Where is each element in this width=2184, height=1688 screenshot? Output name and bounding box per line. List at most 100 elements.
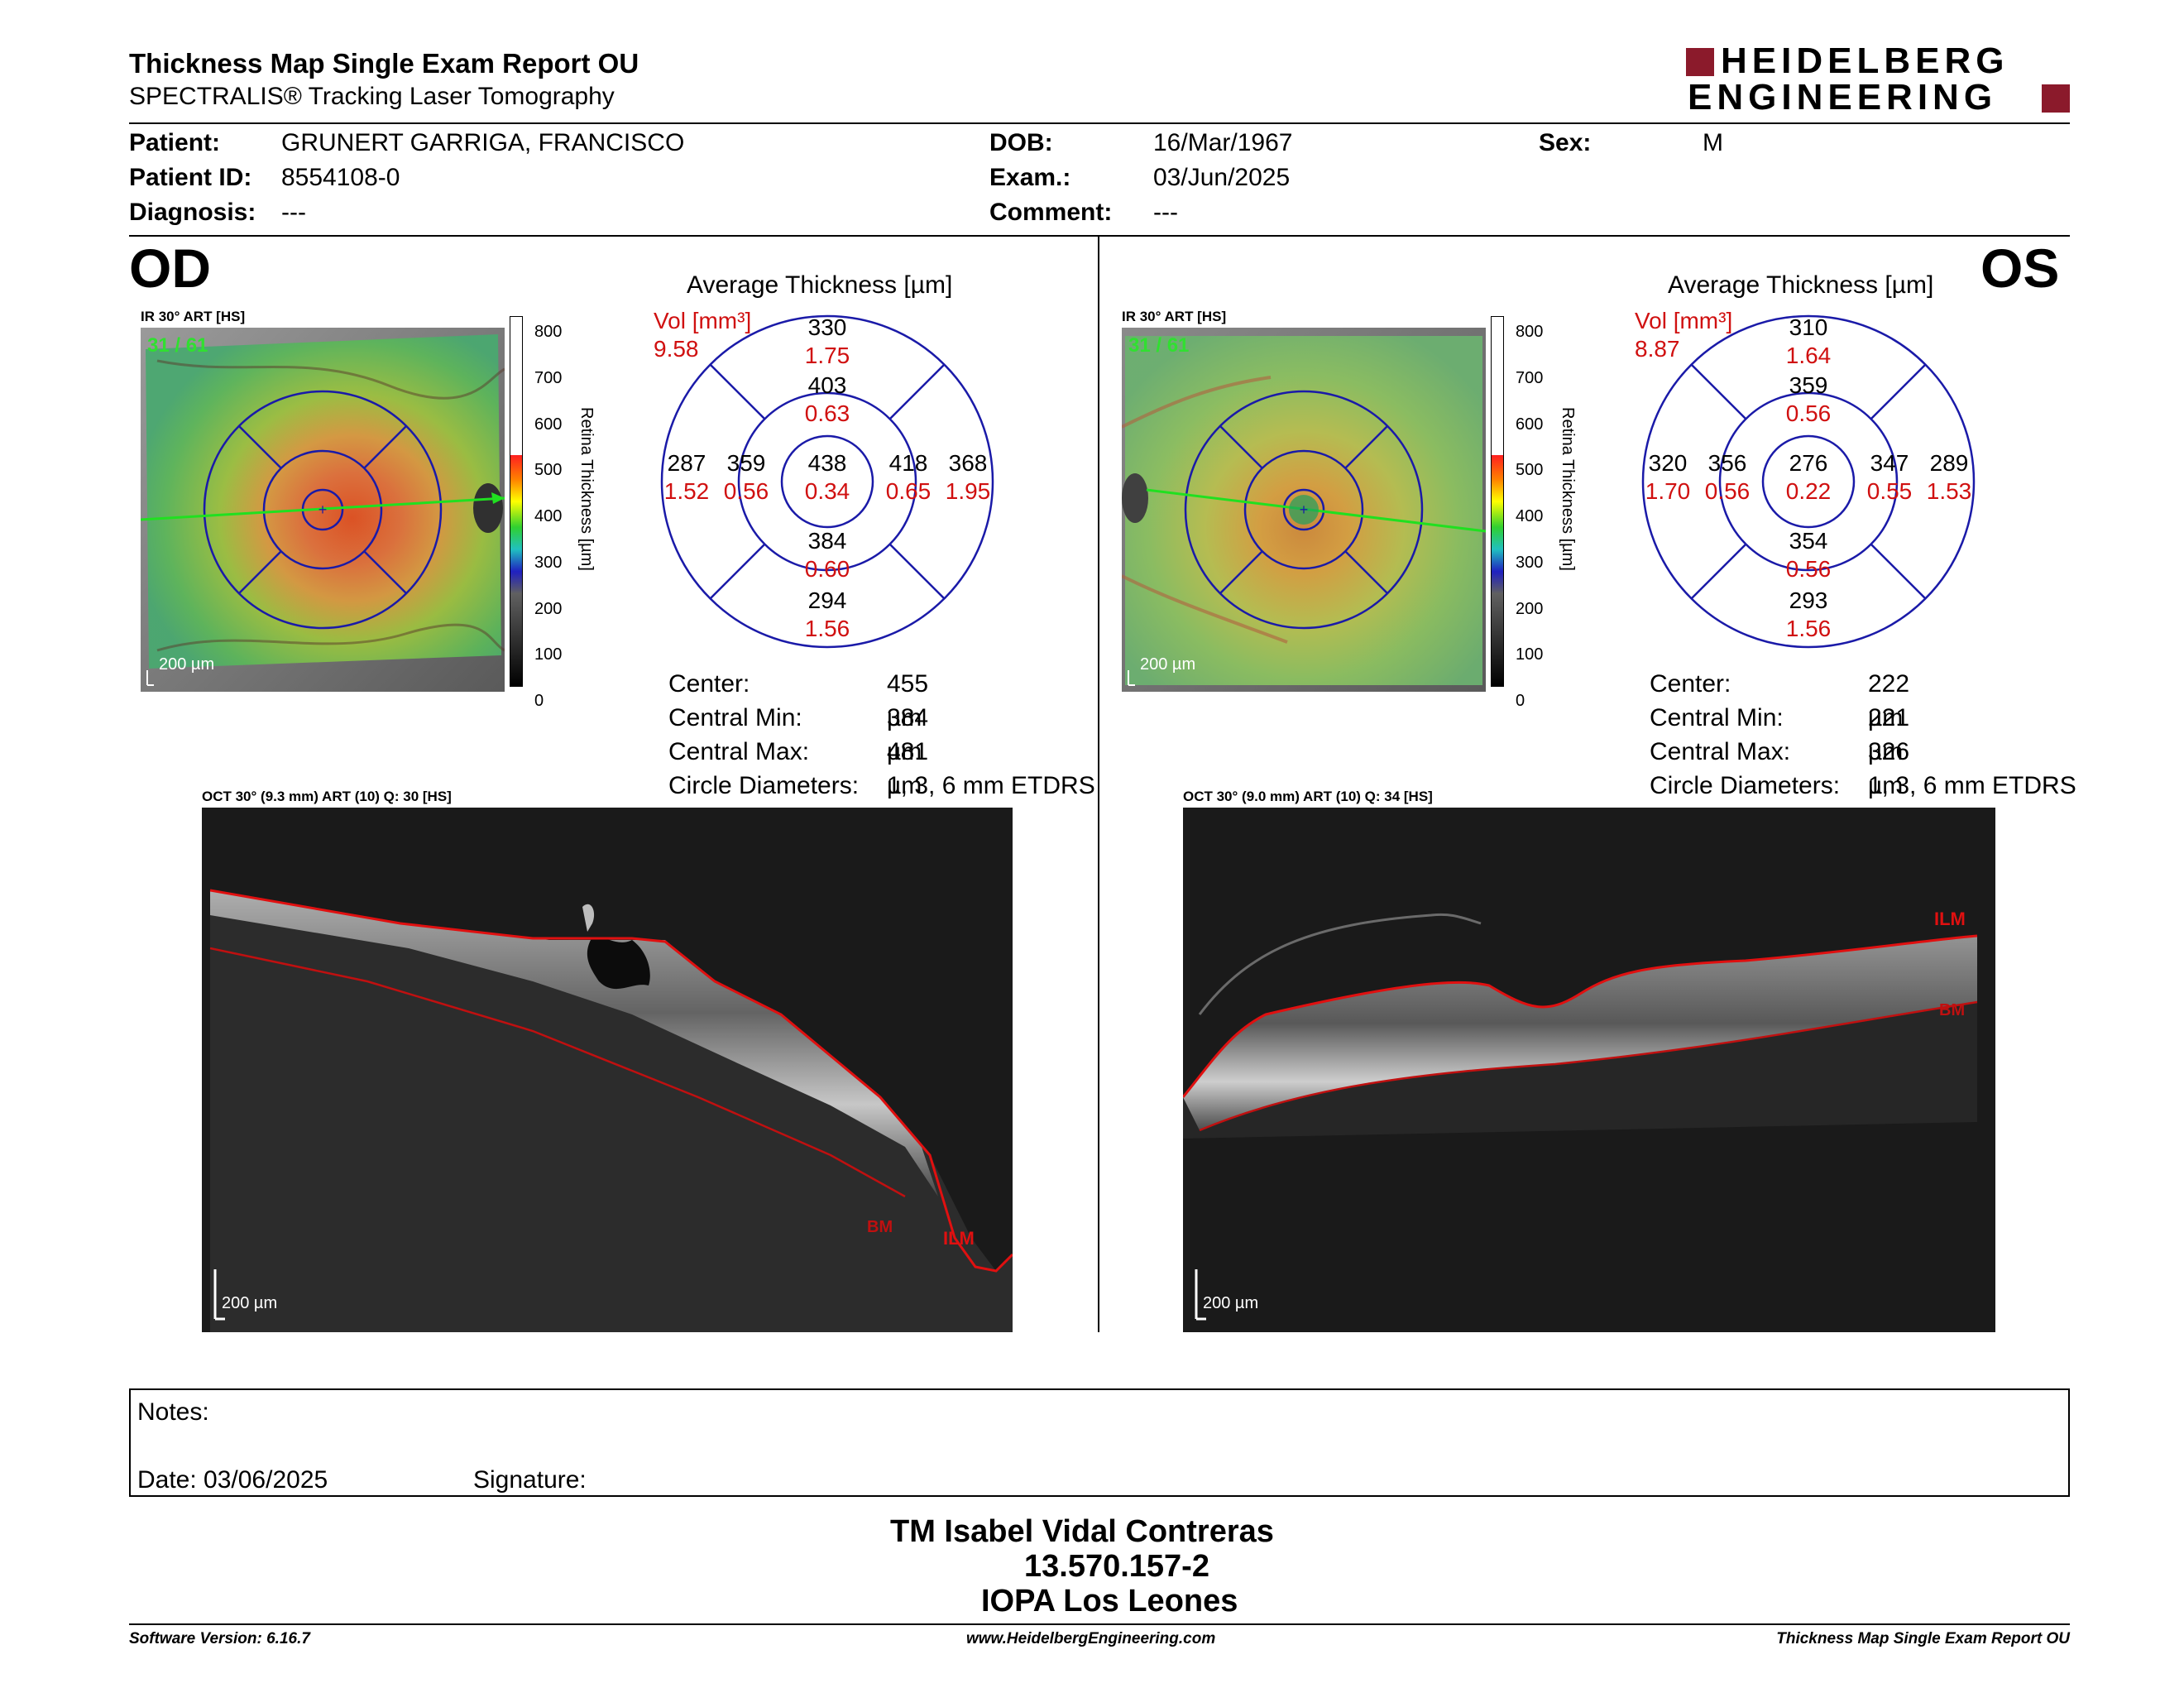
os-tick: 300 (1516, 553, 1544, 572)
os-stat-row: Circle Diameters: 1, 3, 6 mm ETDRS (1650, 769, 2076, 803)
od-bm-label: BM (867, 1218, 893, 1236)
os-colorbar: 800 700 600 500 400 300 200 100 0 Retina… (1491, 316, 1607, 710)
os-stat-label: Circle Diameters: (1650, 772, 1841, 799)
od-outer-inf-thickness: 294 (807, 587, 847, 613)
os-vol-value: 8.87 (1635, 336, 1680, 362)
os-outer-inf-thickness: 293 (1789, 587, 1828, 613)
od-eye-label: OD (129, 237, 211, 299)
svg-text:+: + (318, 501, 328, 518)
od-oct-scale: 200 µm (222, 1294, 278, 1312)
os-center-thickness: 276 (1789, 450, 1828, 476)
od-colorbar-title: Retina Thickness [µm] (577, 407, 596, 571)
sex-value: M (1703, 129, 1723, 156)
os-fundus-scale: 200 µm (1140, 655, 1196, 674)
od-stat-row: Central Min: 384 µm (668, 701, 928, 765)
od-inner-left-volume: 0.56 (723, 478, 769, 504)
od-fundus-map: + 31 / 61 200 µm (140, 328, 505, 692)
os-inner-right-thickness: 347 (1870, 450, 1909, 476)
od-tick: 400 (534, 507, 563, 525)
os-inner-sup-thickness: 359 (1789, 372, 1828, 398)
os-outer-left-volume: 1.70 (1645, 478, 1691, 504)
os-center-volume: 0.22 (1785, 478, 1832, 504)
logo-text-bottom: ENGINEERING (1688, 77, 1998, 117)
od-tick: 800 (534, 323, 563, 341)
os-ir-label: IR 30° ART [HS] (1122, 309, 1227, 324)
diagnosis-value: --- (281, 199, 306, 226)
signer-name: TM Isabel Vidal Contreras (890, 1514, 1274, 1549)
os-tick: 400 (1516, 507, 1544, 525)
od-tick: 200 (534, 599, 563, 618)
od-stat-label: Central Min: (668, 704, 802, 731)
od-colorbar: 800 700 600 500 400 300 200 100 0 Retina… (510, 316, 625, 710)
header-rule (129, 122, 2070, 124)
od-ilm-line (209, 889, 1013, 1273)
os-tick: 600 (1516, 415, 1544, 434)
od-oct-scan: ILM BM 200 µm (202, 808, 1013, 1332)
os-tick: 500 (1516, 461, 1544, 480)
od-inner-inf-thickness: 384 (807, 528, 847, 554)
od-colorbar-ticks: 800 700 600 500 400 300 200 100 0 (534, 309, 562, 725)
od-stat-label: Circle Diameters: (668, 772, 860, 799)
od-ilm-label: ILM (943, 1228, 975, 1249)
od-center-thickness: 438 (807, 450, 847, 476)
od-stat-value: 481 µm (887, 738, 929, 799)
od-etdrs-grid: 330 1.75 403 0.63 438 0.34 384 0.60 294 … (660, 314, 994, 649)
os-stat-value: 221 µm (1868, 704, 1910, 765)
signer-clinic: IOPA Los Leones (981, 1584, 1238, 1618)
od-outer-sup-thickness: 330 (807, 314, 847, 340)
od-tick: 600 (534, 415, 563, 434)
os-outer-left-thickness: 320 (1648, 450, 1688, 476)
od-outer-inf-volume: 1.56 (804, 616, 850, 641)
os-vol-label: Vol [mm³] (1635, 308, 1733, 333)
report-title: Thickness Map Single Exam Report OU (129, 48, 639, 79)
exam-value: 03/Jun/2025 (1153, 164, 1291, 191)
od-inner-sup-volume: 0.63 (804, 400, 850, 426)
os-tick: 100 (1516, 645, 1544, 664)
od-tick: 300 (534, 553, 563, 572)
od-vol-label: Vol [mm³] (654, 308, 752, 333)
od-inner-right-volume: 0.65 (885, 478, 932, 504)
os-ilm-line (1183, 934, 1978, 1098)
diagnosis-label: Diagnosis: (129, 199, 256, 226)
od-tick: 0 (534, 692, 544, 710)
os-outer-inf-volume: 1.56 (1785, 616, 1832, 641)
os-inner-left-thickness: 356 (1707, 450, 1747, 476)
os-colorbar-ticks: 800 700 600 500 400 300 200 100 0 (1516, 309, 1543, 725)
os-tick: 0 (1516, 692, 1525, 710)
footer-rule (129, 1623, 2070, 1625)
od-inner-right-thickness: 418 (888, 450, 928, 476)
od-map-grid (203, 390, 443, 630)
od-stat-label: Center: (668, 670, 750, 698)
od-outer-right-volume: 1.95 (945, 478, 991, 504)
notes-date: Date: 03/06/2025 (137, 1466, 328, 1494)
os-stats: Center: 222 µm Central Min: 221 µm Central… (1650, 667, 2076, 803)
od-tick: 100 (534, 645, 563, 664)
od-inner-sup-thickness: 403 (807, 372, 847, 398)
os-oct-scale: 200 µm (1203, 1294, 1259, 1312)
od-tick: 700 (534, 368, 563, 387)
patient-rule (129, 235, 2070, 237)
os-inner-sup-volume: 0.56 (1785, 400, 1832, 426)
os-outer-sup-volume: 1.64 (1785, 343, 1832, 368)
os-outer-right-thickness: 289 (1929, 450, 1969, 476)
logo-text-top: HEIDELBERG (1721, 41, 2009, 81)
od-stat-row: Central Max: 481 µm (668, 735, 928, 799)
os-stat-value: 1, 3, 6 mm ETDRS (1868, 772, 2076, 799)
od-center-volume: 0.34 (804, 478, 850, 504)
patient-id-label: Patient ID: (129, 164, 252, 191)
od-inner-left-thickness: 359 (726, 450, 766, 476)
os-etdrs-grid: 310 1.64 359 0.56 276 0.22 354 0.56 293 … (1641, 314, 1976, 649)
os-ilm-label: ILM (1934, 909, 1966, 929)
website-link[interactable]: www.HeidelbergEngineering.com (966, 1630, 1216, 1647)
sex-label: Sex: (1539, 129, 1592, 156)
patient-name: GRUNERT GARRIGA, FRANCISCO (281, 129, 685, 156)
report-subtitle: SPECTRALIS® Tracking Laser Tomography (129, 83, 615, 110)
os-eye-label: OS (1980, 237, 2060, 299)
os-oct-scan: ILM BM 200 µm (1183, 808, 1995, 1332)
os-bm-label: BM (1939, 1001, 1966, 1019)
notes-box: Notes: Date: 03/06/2025 Signature: (129, 1388, 2070, 1497)
od-outer-left-volume: 1.52 (663, 478, 710, 504)
od-outer-sup-volume: 1.75 (804, 343, 850, 368)
os-stat-label: Central Max: (1650, 738, 1791, 765)
od-bm-line (209, 947, 906, 1198)
